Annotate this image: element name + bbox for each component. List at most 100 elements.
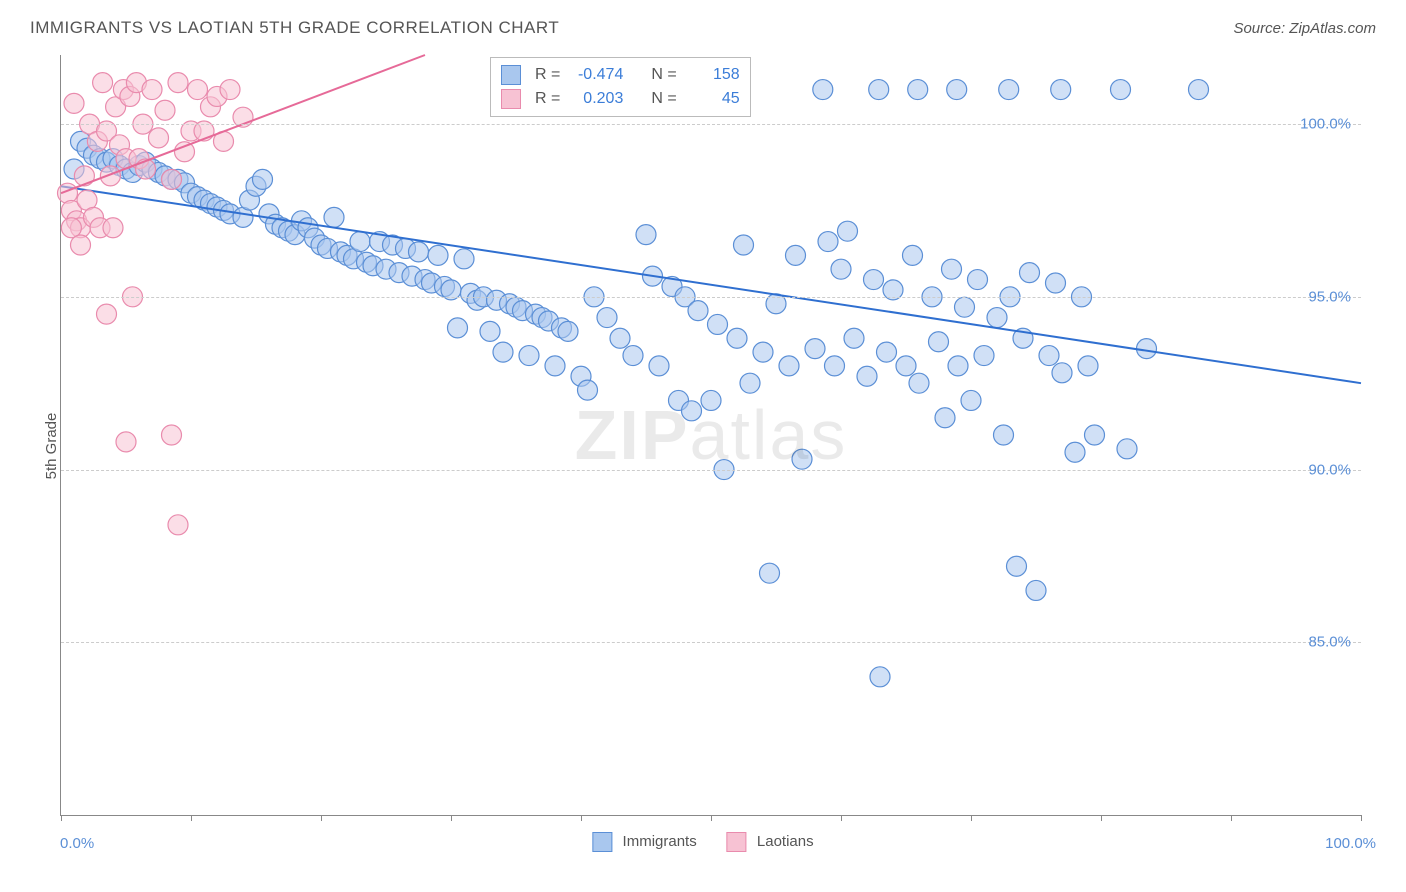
x-tick <box>1101 815 1102 821</box>
y-tick-label: 90.0% <box>1308 461 1351 478</box>
data-point <box>813 80 833 100</box>
data-point <box>753 342 773 362</box>
chart-title: IMMIGRANTS VS LAOTIAN 5TH GRADE CORRELAT… <box>30 18 559 38</box>
legend-swatch-immigrants <box>592 832 612 852</box>
x-tick <box>581 815 582 821</box>
data-point <box>864 270 884 290</box>
data-point <box>968 270 988 290</box>
data-point <box>708 314 728 334</box>
data-point <box>786 245 806 265</box>
data-point <box>162 169 182 189</box>
data-point <box>999 80 1019 100</box>
data-point <box>805 339 825 359</box>
data-point <box>701 390 721 410</box>
stats-swatch <box>501 89 521 109</box>
data-point <box>903 245 923 265</box>
x-axis-origin-label: 0.0% <box>60 835 94 852</box>
data-point <box>942 259 962 279</box>
data-point <box>578 380 598 400</box>
data-point <box>1026 580 1046 600</box>
data-point <box>948 356 968 376</box>
data-point <box>1078 356 1098 376</box>
legend-label-laotians: Laotians <box>757 833 814 850</box>
gridline-h <box>61 124 1361 125</box>
plot-area: ZIPatlas R =-0.474N =158R =0.203N =45 85… <box>60 55 1361 816</box>
y-tick-label: 100.0% <box>1300 116 1351 133</box>
gridline-h <box>61 642 1361 643</box>
data-point <box>792 449 812 469</box>
data-point <box>454 249 474 269</box>
data-point <box>324 207 344 227</box>
x-tick <box>451 815 452 821</box>
data-point <box>825 356 845 376</box>
data-point <box>682 401 702 421</box>
x-tick <box>1231 815 1232 821</box>
data-point <box>1085 425 1105 445</box>
data-point <box>545 356 565 376</box>
x-tick <box>971 815 972 821</box>
gridline-h <box>61 297 1361 298</box>
data-point <box>935 408 955 428</box>
source-attribution: Source: ZipAtlas.com <box>1233 20 1376 37</box>
data-point <box>71 235 91 255</box>
stats-row: R =0.203N =45 <box>501 87 740 111</box>
y-tick-label: 85.0% <box>1308 634 1351 651</box>
x-tick <box>1361 815 1362 821</box>
data-point <box>896 356 916 376</box>
data-point <box>428 245 448 265</box>
data-point <box>58 183 78 203</box>
data-point <box>908 80 928 100</box>
trend-line <box>61 186 1361 383</box>
data-point <box>1052 363 1072 383</box>
x-axis-max-label: 100.0% <box>1325 835 1376 852</box>
data-point <box>519 346 539 366</box>
data-point <box>779 356 799 376</box>
data-point <box>831 259 851 279</box>
stats-row: R =-0.474N =158 <box>501 63 740 87</box>
legend-swatch-laotians <box>727 832 747 852</box>
data-point <box>168 73 188 93</box>
data-point <box>558 321 578 341</box>
data-point <box>1039 346 1059 366</box>
data-point <box>162 425 182 445</box>
bottom-legend: Immigrants Laotians <box>592 832 813 852</box>
data-point <box>97 304 117 324</box>
data-point <box>649 356 669 376</box>
gridline-h <box>61 470 1361 471</box>
data-point <box>947 80 967 100</box>
y-axis-label: 5th Grade <box>43 413 60 480</box>
data-point <box>974 346 994 366</box>
data-point <box>149 128 169 148</box>
legend-item-immigrants: Immigrants <box>592 832 696 852</box>
data-point <box>64 93 84 113</box>
stats-swatch <box>501 65 521 85</box>
x-tick <box>841 815 842 821</box>
data-point <box>409 242 429 262</box>
data-point <box>93 73 113 93</box>
data-point <box>610 328 630 348</box>
data-point <box>987 308 1007 328</box>
data-point <box>1051 80 1071 100</box>
data-point <box>870 667 890 687</box>
data-point <box>448 318 468 338</box>
data-point <box>688 301 708 321</box>
data-point <box>818 232 838 252</box>
data-point <box>994 425 1014 445</box>
data-point <box>493 342 513 362</box>
data-point <box>1117 439 1137 459</box>
data-point <box>909 373 929 393</box>
x-tick <box>321 815 322 821</box>
data-point <box>869 80 889 100</box>
data-point <box>1046 273 1066 293</box>
y-tick-label: 95.0% <box>1308 288 1351 305</box>
data-point <box>955 297 975 317</box>
data-point <box>155 100 175 120</box>
data-point <box>838 221 858 241</box>
data-point <box>142 80 162 100</box>
data-point <box>727 328 747 348</box>
chart-svg <box>61 55 1361 815</box>
data-point <box>1007 556 1027 576</box>
legend-item-laotians: Laotians <box>727 832 814 852</box>
data-point <box>734 235 754 255</box>
data-point <box>188 80 208 100</box>
